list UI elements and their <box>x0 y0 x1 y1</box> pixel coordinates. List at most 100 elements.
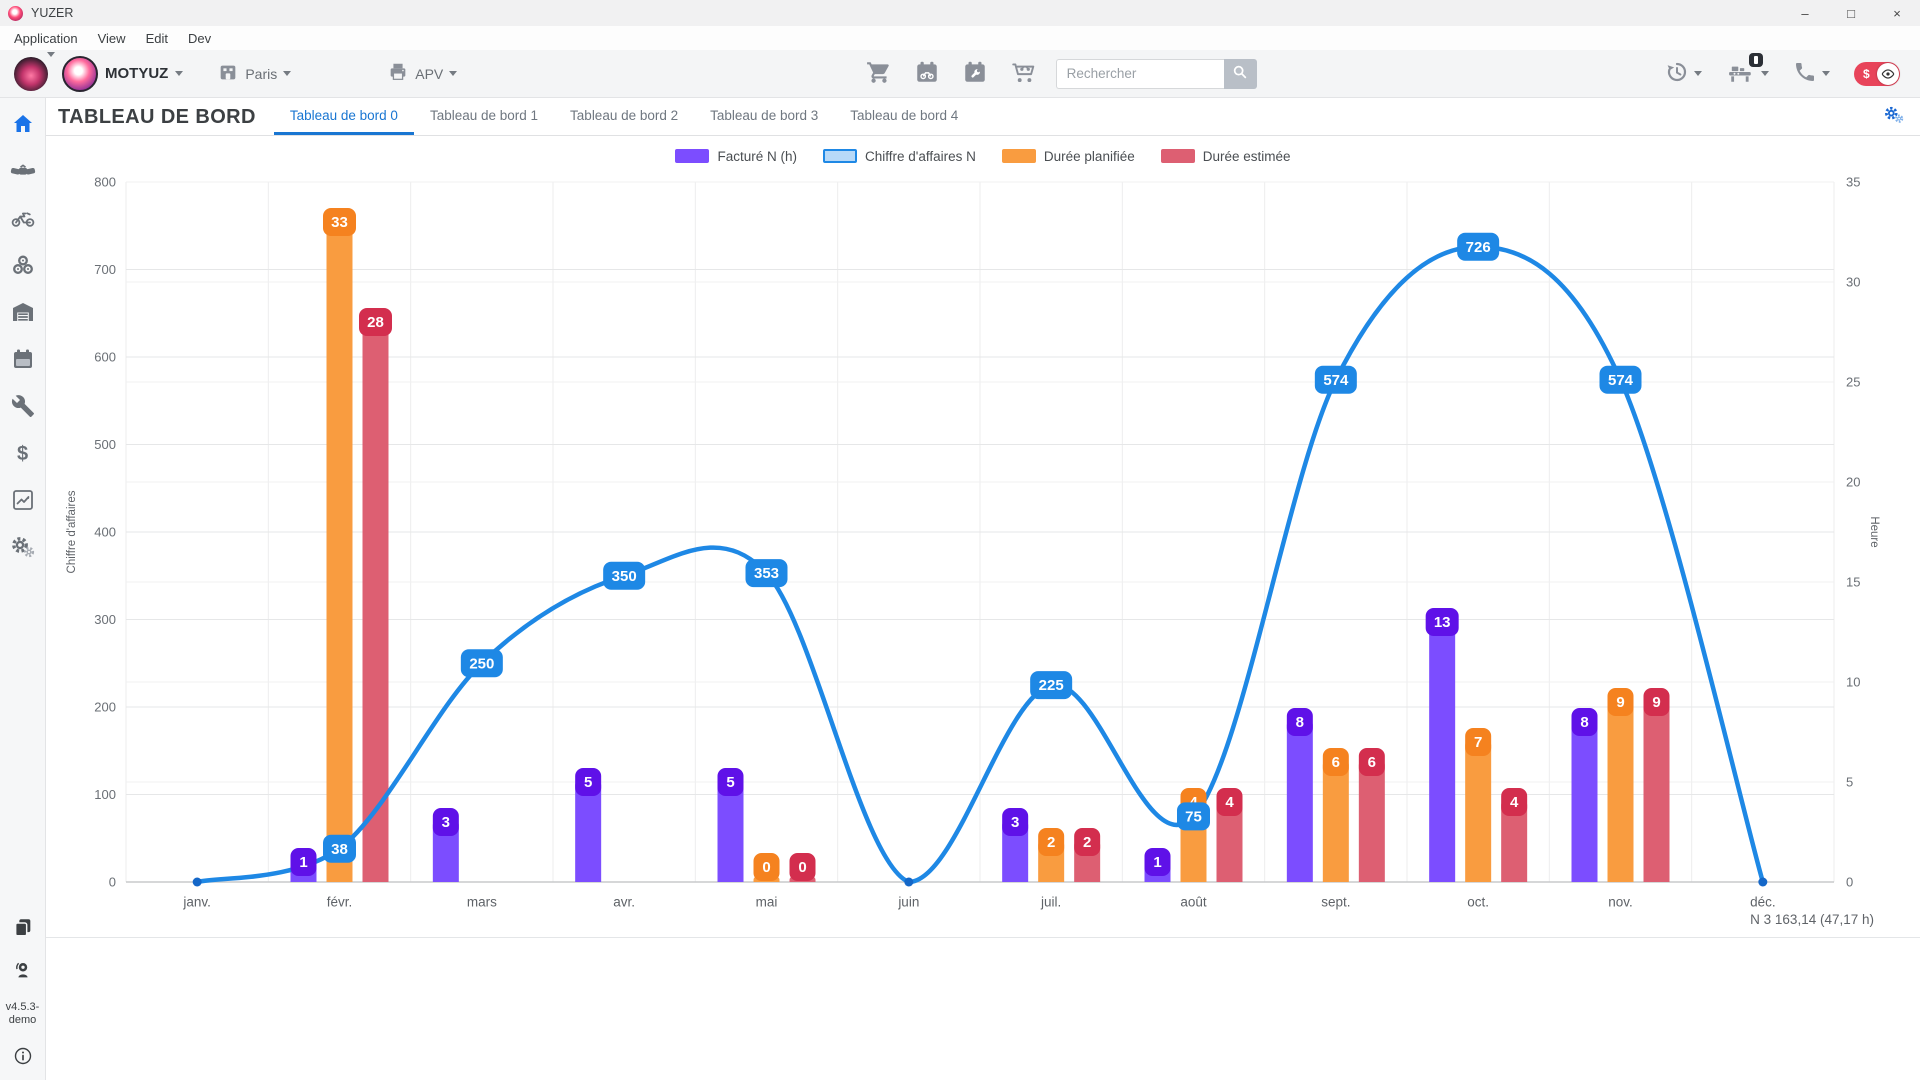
legend-label: Durée planifiée <box>1044 149 1135 164</box>
tab-dashboard-3[interactable]: Tableau de bord 3 <box>694 98 834 135</box>
svg-text:juin: juin <box>897 895 919 910</box>
organization-logo-icon <box>62 56 98 92</box>
legend-item[interactable]: Durée estimée <box>1161 149 1291 164</box>
phone-button[interactable] <box>1793 60 1830 87</box>
app-window: YUZER – □ × Application View Edit Dev MO… <box>0 0 1920 1080</box>
legend-item[interactable]: Facturé N (h) <box>675 149 797 164</box>
svg-text:2: 2 <box>1047 834 1055 851</box>
user-avatar[interactable] <box>14 57 48 91</box>
page-title: TABLEAU DE BORD <box>58 106 256 129</box>
svg-text:0: 0 <box>1846 875 1853 890</box>
price-visibility-toggle[interactable]: $ <box>1854 62 1900 86</box>
svg-text:353: 353 <box>754 565 779 582</box>
pos-button[interactable] <box>1726 59 1769 88</box>
svg-text:800: 800 <box>94 175 116 190</box>
chevron-down-icon <box>175 71 183 76</box>
svg-text:25: 25 <box>1846 375 1860 390</box>
svg-text:500: 500 <box>94 437 116 452</box>
svg-text:3: 3 <box>1011 814 1019 831</box>
sidebar-item-calendar[interactable] <box>8 347 38 373</box>
info-icon <box>13 1046 33 1069</box>
svg-text:300: 300 <box>94 612 116 627</box>
svg-text:35: 35 <box>1846 175 1860 190</box>
chevron-down-icon <box>1694 71 1702 76</box>
menu-edit[interactable]: Edit <box>136 31 178 46</box>
svg-text:Heure: Heure <box>1868 516 1880 547</box>
planning-vehicles-button[interactable] <box>914 59 940 88</box>
legend-item[interactable]: Durée planifiée <box>1002 149 1135 164</box>
svg-text:déc.: déc. <box>1750 895 1776 910</box>
svg-text:13: 13 <box>1434 614 1451 631</box>
printer-icon <box>387 61 409 86</box>
tab-dashboard-2[interactable]: Tableau de bord 2 <box>554 98 694 135</box>
sidebar-item-vehicles[interactable] <box>8 206 38 232</box>
currency-symbol: $ <box>1863 67 1870 81</box>
sidebar-item-workshop[interactable] <box>8 394 38 420</box>
sidebar-item-garage[interactable] <box>8 300 38 326</box>
dashboard-settings-button[interactable] <box>1882 105 1906 128</box>
svg-text:100: 100 <box>94 787 116 802</box>
cart-button[interactable] <box>866 59 892 88</box>
svg-text:Chiffre d'affaires: Chiffre d'affaires <box>66 490 78 573</box>
app-version: v4.5.3-demo <box>2 1001 44 1029</box>
sidebar-item-settings[interactable] <box>8 535 38 561</box>
chevron-down-icon <box>449 71 457 76</box>
phone-icon <box>1793 60 1817 87</box>
organization-name: MOTYUZ <box>105 65 168 82</box>
vehicle-cart-button[interactable] <box>1010 59 1038 88</box>
svg-text:350: 350 <box>612 568 637 585</box>
svg-text:oct.: oct. <box>1467 895 1489 910</box>
tab-dashboard-1[interactable]: Tableau de bord 1 <box>414 98 554 135</box>
sidebar-item-finance[interactable]: $ <box>8 441 38 467</box>
svg-text:5: 5 <box>1846 775 1853 790</box>
svg-text:9: 9 <box>1616 694 1624 711</box>
sidebar-item-support[interactable] <box>8 959 38 985</box>
sidebar-item-home[interactable] <box>8 112 38 138</box>
svg-text:sept.: sept. <box>1321 895 1350 910</box>
info-button[interactable] <box>8 1044 38 1070</box>
home-icon <box>11 112 35 139</box>
svg-text:574: 574 <box>1323 372 1349 389</box>
menu-application[interactable]: Application <box>4 31 88 46</box>
tab-dashboard-0[interactable]: Tableau de bord 0 <box>274 98 414 135</box>
svg-text:726: 726 <box>1466 239 1491 256</box>
svg-text:4: 4 <box>1510 794 1519 811</box>
chart-icon <box>11 488 35 515</box>
sidebar-item-deals[interactable] <box>8 159 38 185</box>
tab-dashboard-4[interactable]: Tableau de bord 4 <box>834 98 974 135</box>
svg-text:75: 75 <box>1185 808 1202 825</box>
history-button[interactable] <box>1665 60 1702 87</box>
calendar-motorcycle-icon <box>914 59 940 88</box>
chevron-down-icon <box>283 71 291 76</box>
sidebar-item-copies[interactable] <box>8 917 38 943</box>
menu-view[interactable]: View <box>88 31 136 46</box>
organization-selector[interactable]: MOTYUZ <box>62 56 183 92</box>
svg-text:9: 9 <box>1652 694 1660 711</box>
search-button[interactable] <box>1224 59 1257 89</box>
chart-legend: Facturé N (h) Chiffre d'affaires N Durée p… <box>46 144 1920 168</box>
maximize-button[interactable]: □ <box>1828 0 1874 26</box>
legend-swatch-icon <box>823 149 857 163</box>
legend-item[interactable]: Chiffre d'affaires N <box>823 149 976 164</box>
sidebar-item-reports[interactable] <box>8 488 38 514</box>
search-input[interactable] <box>1056 59 1224 89</box>
planning-workshop-button[interactable] <box>962 59 988 88</box>
svg-text:20: 20 <box>1846 475 1860 490</box>
menu-dev[interactable]: Dev <box>178 31 221 46</box>
copy-icon <box>12 917 34 942</box>
svg-text:38: 38 <box>331 841 348 858</box>
legend-swatch-icon <box>1002 149 1036 163</box>
notification-badge <box>1749 53 1763 67</box>
svg-text:0: 0 <box>109 875 116 890</box>
svg-text:1: 1 <box>299 854 307 871</box>
close-button[interactable]: × <box>1874 0 1920 26</box>
svg-text:avr.: avr. <box>613 895 635 910</box>
menubar: Application View Edit Dev <box>0 26 1920 50</box>
minimize-button[interactable]: – <box>1782 0 1828 26</box>
garage-icon <box>11 300 35 327</box>
site-selector[interactable]: Paris <box>217 61 291 86</box>
handshake-icon <box>10 159 36 186</box>
legend-label: Chiffre d'affaires N <box>865 149 976 164</box>
department-selector[interactable]: APV <box>387 61 457 86</box>
sidebar-item-parts[interactable] <box>8 253 38 279</box>
